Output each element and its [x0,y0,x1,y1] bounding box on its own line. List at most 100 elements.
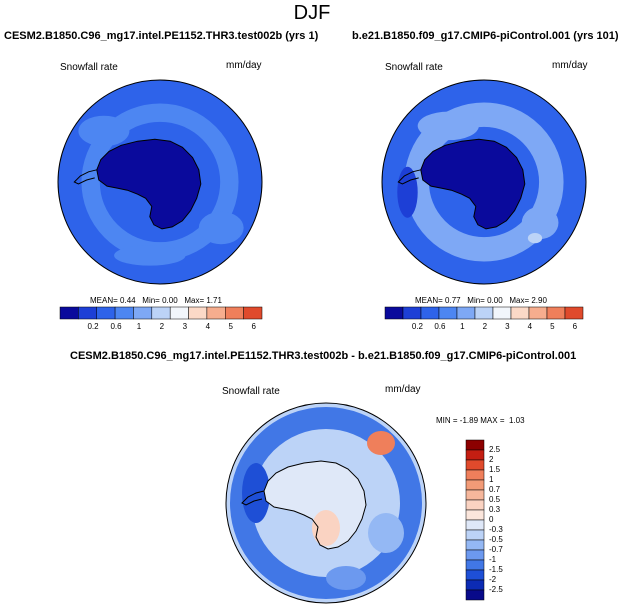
diff-units: mm/day [385,384,421,395]
diff-colorbar-tick: -0.5 [489,535,503,544]
panel-2-colorbar-swatch [456,306,476,320]
panel-1-peninsula-coastline [73,169,97,185]
panel-2-peninsula-coastline [397,169,421,185]
diff-peninsula-coastline [241,490,265,506]
diff-stats: MIN = -1.89 MAX = 1.03 [436,416,525,425]
diff-coastline [263,460,367,550]
diff-colorbar-tick: 0.3 [489,505,501,514]
panel-1-colorbar-swatch [225,306,244,320]
diff-colorbar-swatch [465,529,485,541]
panel-1-title: CESM2.B1850.C96_mg17.intel.PE1152.THR3.t… [4,30,319,42]
panel-1-colorbar-tick: 1 [136,322,142,331]
panel-1-colorbar-swatch [96,306,116,320]
diff-colorbar-swatch [465,499,485,511]
diff-field-patch [326,566,366,590]
diff-ring-field [230,407,422,599]
diff-field-patch [312,510,340,546]
panel-1-variable: Snowfall rate [60,62,118,73]
diff-colorbar-tick: 1 [489,475,494,484]
panel-1-field-patch [78,115,130,147]
panel-1-field-patch [198,211,244,245]
panel-1-colorbar-swatch [59,306,79,320]
panel-1-colorbar-swatch [78,306,97,320]
diff-colorbar-tick: 2.5 [489,445,501,454]
panel-1-colorbar-tick: 0.2 [87,322,99,331]
panel-1-colorbar-tick: 4 [205,322,211,331]
panel-2-colorbar-tick: 2 [482,322,488,331]
diff-colorbar-swatch [465,479,485,491]
diff-colorbar-tick: -2.5 [489,585,503,594]
panel-1-stats: MEAN= 0.44 Min= 0.00 Max= 1.71 [90,296,222,305]
panel-1-colorbar-swatch [188,306,208,320]
panel-1-colorbar-tick: 3 [182,322,188,331]
panel-2-colorbar-swatch [384,306,404,320]
diff-colorbar-swatch [465,469,485,481]
panel-2-colorbar-swatch [402,306,422,320]
panel-2-stats: MEAN= 0.77 Min= 0.00 Max= 2.90 [415,296,547,305]
panel-1-colorbar-tick: 5 [228,322,233,331]
panel-2-colorbar-swatch [474,306,494,320]
panel-1-antarctica-field [96,139,201,229]
panel-1-globe [57,79,263,285]
diff-colorbar-swatch [465,439,485,451]
diff-colorbar-swatch [465,569,485,581]
diff-colorbar-swatch [465,579,485,591]
panel-2-colorbar-tick: 0.2 [411,322,423,331]
panel-2-colorbar-tick: 1 [460,322,465,331]
panel-2-colorbar-tick: 6 [572,322,578,331]
panel-2-colorbar-swatch [528,306,548,320]
panel-2-colorbar-swatch [420,306,440,320]
diff-field-patch [368,513,404,553]
panel-1-colorbar-swatch [133,306,153,320]
diff-globe [225,402,427,604]
diff-colorbar-swatch [465,539,485,551]
diff-colorbar-tick: 0.5 [489,495,501,504]
diff-colorbar-tick: 2 [489,455,494,464]
diff-colorbar-tick: -1.5 [489,565,503,574]
diff-colorbar-tick: 1.5 [489,465,501,474]
panel-1-colorbar-tick: 0.6 [110,322,122,331]
panel-2-colorbar-swatch [492,306,512,320]
diff-colorbar-tick: -0.7 [489,545,503,554]
diff-map-border [225,402,427,604]
panel-2-colorbar-tick: 0.6 [434,322,446,331]
panel-2-variable: Snowfall rate [385,62,443,73]
diff-colorbar-swatch [465,449,485,461]
diff-variable: Snowfall rate [222,386,280,397]
diff-colorbar-tick: -2 [489,575,497,584]
diff-title: CESM2.B1850.C96_mg17.intel.PE1152.THR3.t… [70,350,577,362]
panel-2-globe [381,79,587,285]
panel-2-colorbar-tick: 4 [527,322,533,331]
panel-2-colorbar-tick: 5 [550,322,555,331]
diff-colorbar-swatch [465,459,485,471]
panel-1-colorbar-swatch [114,306,134,320]
panel-1-field-patch [114,245,186,266]
panel-2-colorbar-swatch [564,306,584,320]
panel-2-colorbar-swatch [546,306,566,320]
diff-colorbar-swatch [465,509,485,521]
diff-colorbar-tick: 0 [489,515,494,524]
panel-1-coastline [96,138,202,230]
diff-colorbar-swatch [465,589,485,601]
panel-2-colorbar-swatch [438,306,458,320]
panel-2-coastline [420,138,526,230]
panel-1-units: mm/day [226,60,262,71]
panel-1-colorbar-swatch [151,306,171,320]
panel-1-colorbar-tick: 2 [159,322,165,331]
diff-colorbar-swatch [465,519,485,531]
panel-2-map-border [381,79,587,285]
panel-1-map-border [57,79,263,285]
panel-2-colorbar-tick: 3 [505,322,510,331]
panel-1-colorbar-tick: 6 [251,322,256,331]
diff-colorbar-swatch [465,549,485,561]
panel-2-units: mm/day [552,60,588,71]
diff-colorbar-tick: -0.3 [489,525,503,534]
panel-2-field-patch [521,206,559,240]
panel-1-colorbar-swatch [206,306,226,320]
panel-2-antarctica-field [420,139,525,229]
panel-1-colorbar-swatch [243,306,263,320]
panel-2-field-patch [417,111,479,141]
diff-field-patch [299,488,323,508]
diff-colorbar-tick: 0.7 [489,485,501,494]
